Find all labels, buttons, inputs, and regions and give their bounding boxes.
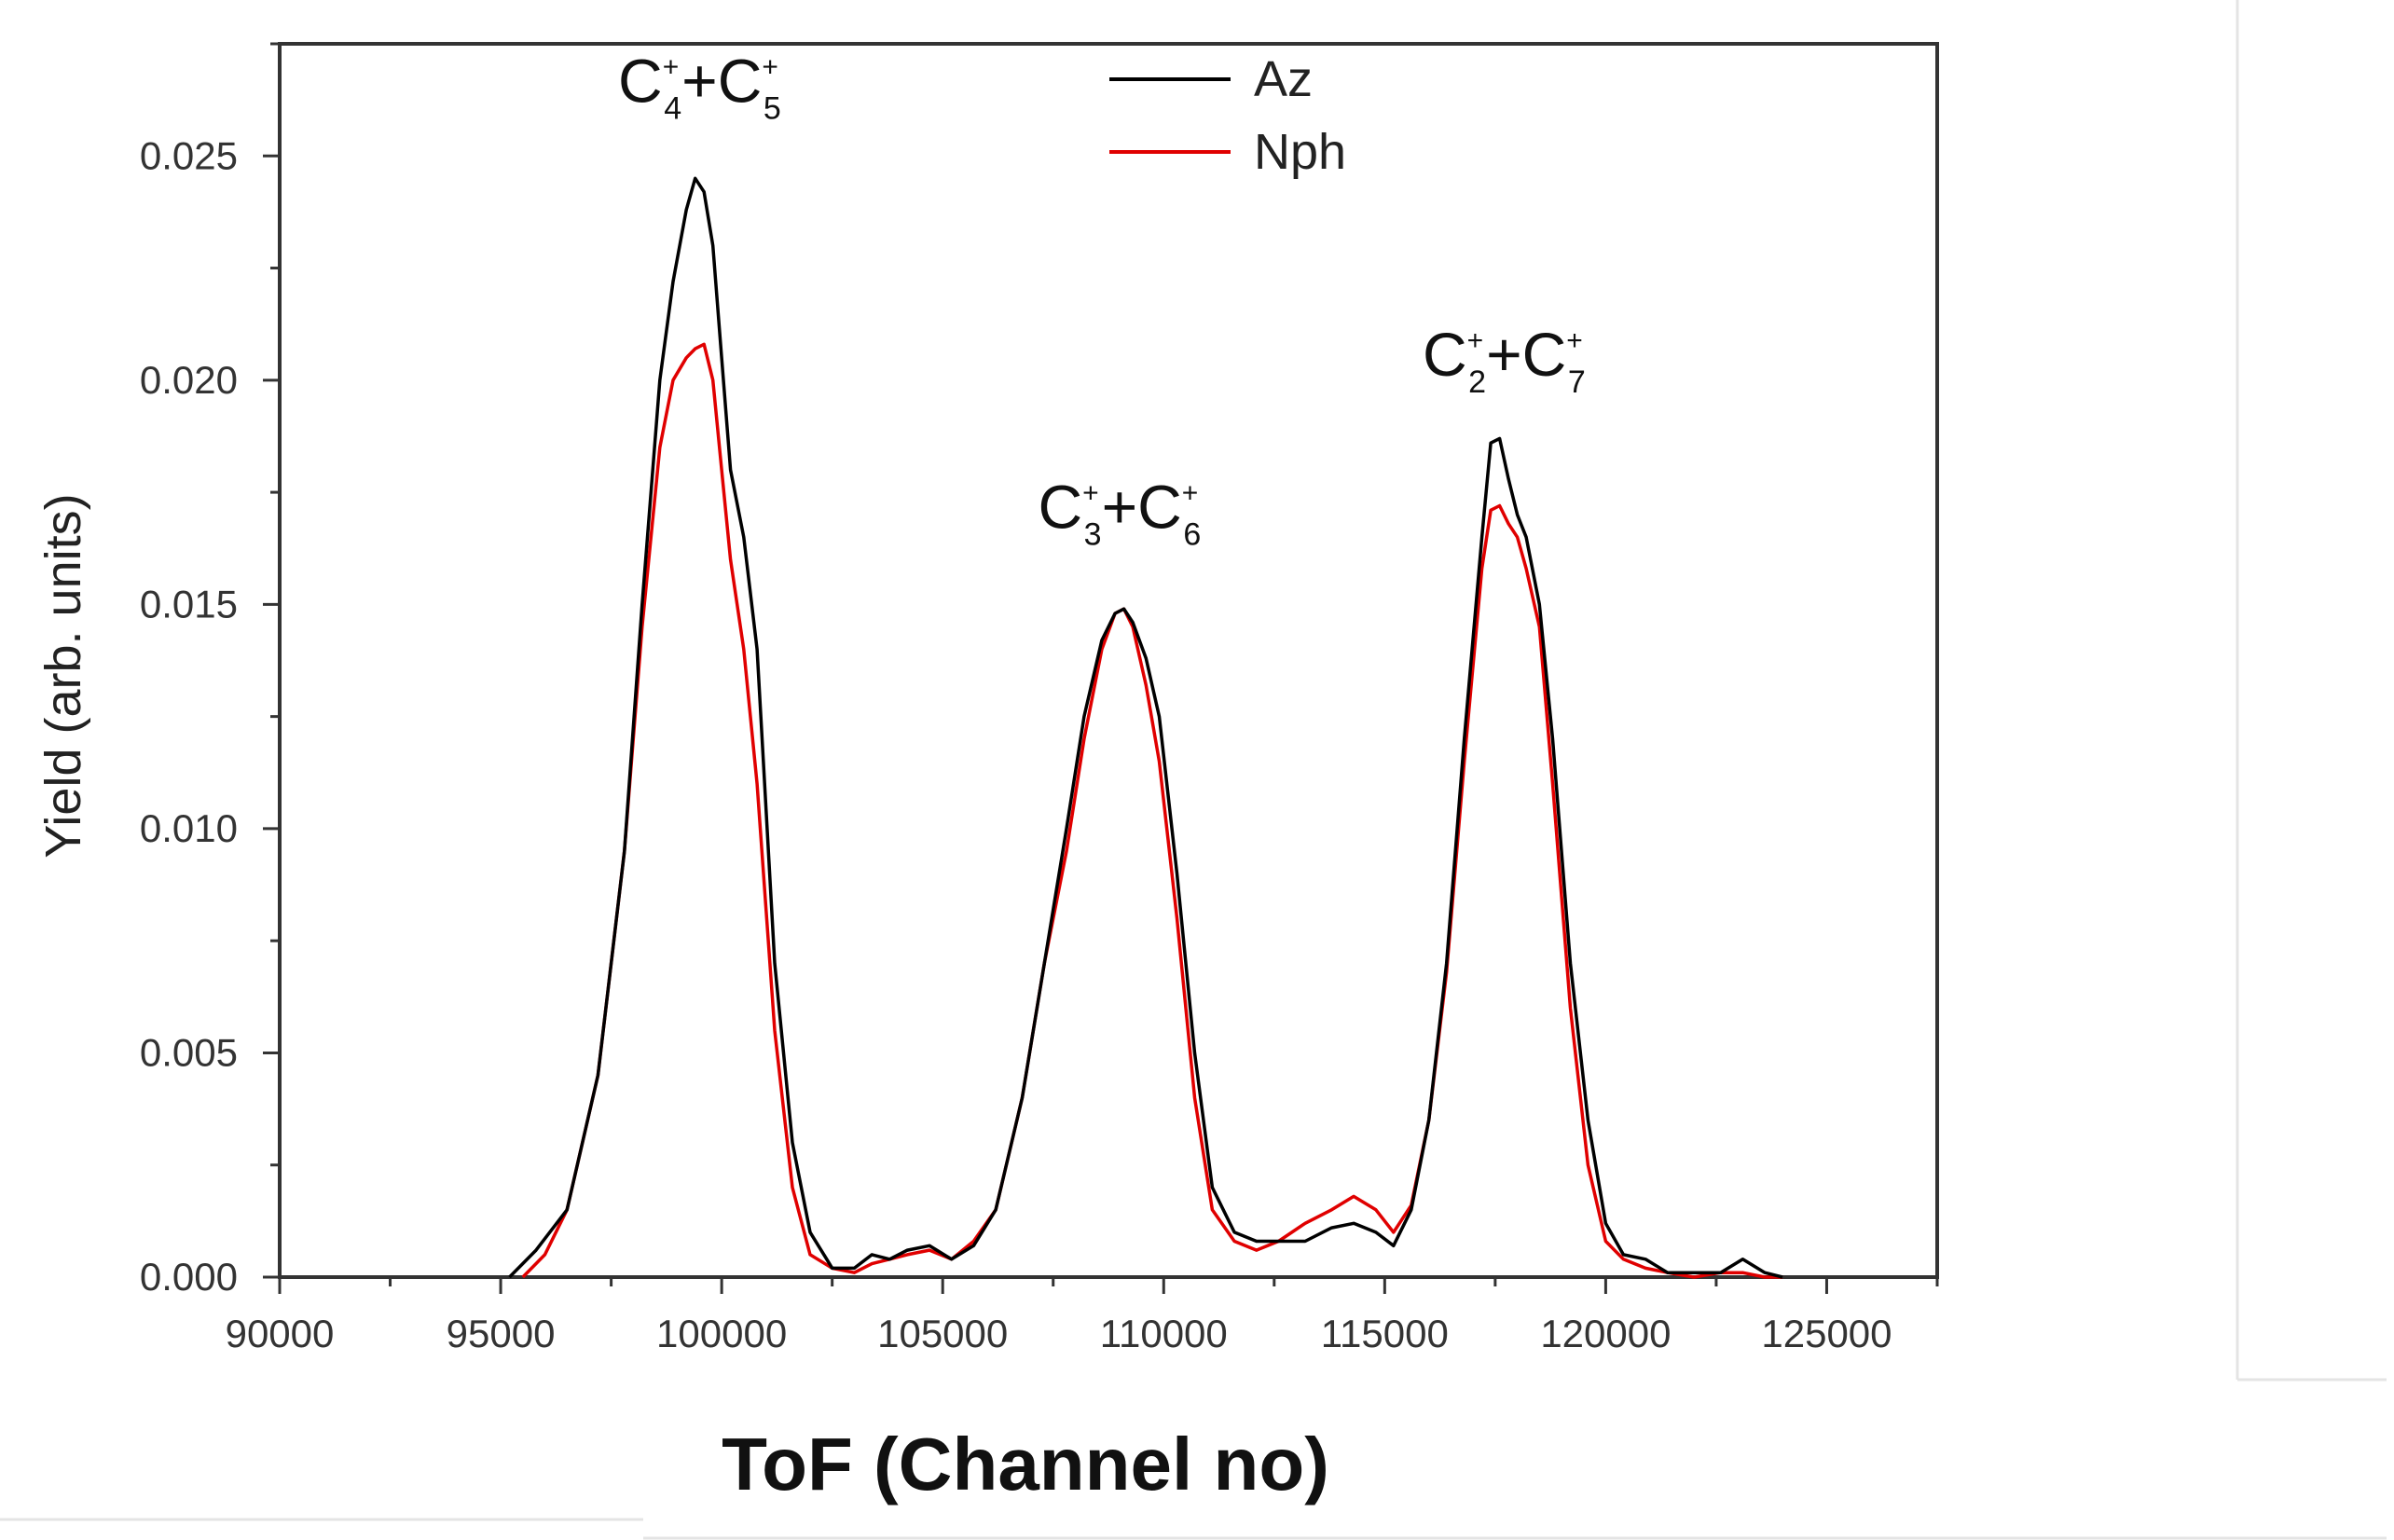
peak-label-sub2: 6	[1183, 517, 1201, 553]
peak-label-base2: C	[1522, 320, 1567, 389]
plot-frame	[278, 42, 1939, 1279]
peak-label-sub1: 4	[664, 91, 681, 127]
peak-label: C+ 2+C+ 7	[1423, 320, 1586, 400]
peak-label-plus: +	[1486, 320, 1522, 389]
peak-label-text: C+ 2+C+ 7	[1423, 320, 1586, 400]
peak-label-sup2: +	[1182, 478, 1199, 509]
y-tick-label: 0.010	[140, 806, 238, 850]
peak-label-text: C+ 3+C+ 6	[1038, 473, 1201, 553]
legend-label-nph: Nph	[1254, 124, 1346, 180]
peak-label-sub2: 7	[1568, 364, 1586, 400]
peak-label-base2: C	[1137, 473, 1182, 542]
series-line-az	[508, 176, 1783, 1279]
peak-label-base1: C	[618, 47, 663, 116]
peak-label-sub1: 3	[1084, 517, 1102, 553]
peak-label-plus: +	[1102, 473, 1138, 542]
x-tick-label: 95000	[447, 1312, 556, 1355]
peak-annotations: C+ 4+C+ 5C+ 3+C+ 6C+ 2+C+ 7	[618, 47, 1586, 553]
peak-label-base1: C	[1038, 473, 1082, 542]
y-axis-title: Yield (arb. units)	[35, 493, 91, 858]
x-tick-label: 100000	[656, 1312, 787, 1355]
peak-label-sup2: +	[762, 52, 778, 83]
y-axis: 0.000 0.005 0.010 0.015 0.020 0.025	[140, 42, 280, 1299]
peak-label: C+ 3+C+ 6	[1038, 473, 1201, 553]
x-tick-label: 90000	[226, 1312, 335, 1355]
peak-label-sup2: +	[1566, 325, 1583, 356]
peak-label-sup1: +	[663, 52, 680, 83]
peak-label-sub2: 5	[764, 91, 781, 127]
peak-label-sup1: +	[1467, 325, 1484, 356]
x-tick-label: 120000	[1540, 1312, 1671, 1355]
peak-label-base1: C	[1423, 320, 1467, 389]
peak-label-base2: C	[718, 47, 763, 116]
x-tick-label: 110000	[1100, 1312, 1228, 1355]
y-tick-label: 0.000	[140, 1255, 238, 1299]
series-line-nph	[521, 342, 1783, 1279]
x-tick-label: 105000	[877, 1312, 1008, 1355]
legend: Az Nph	[1109, 51, 1346, 180]
x-axis: 90000 95000 100000 105000 110000 115000 120000…	[226, 1277, 1939, 1355]
series-layer	[508, 176, 1783, 1279]
peak-label-text: C+ 4+C+ 5	[618, 47, 781, 127]
y-tick-label: 0.025	[140, 133, 238, 177]
y-tick-label: 0.005	[140, 1030, 238, 1074]
x-tick-label: 115000	[1321, 1312, 1449, 1355]
x-axis-title: ToF (Channel no)	[722, 1423, 1329, 1506]
x-tick-label: 125000	[1761, 1312, 1892, 1355]
peak-label-sup1: +	[1082, 478, 1099, 509]
peak-label-plus: +	[681, 47, 718, 116]
peak-label: C+ 4+C+ 5	[618, 47, 781, 127]
y-tick-label: 0.015	[140, 582, 238, 626]
y-tick-label: 0.020	[140, 358, 238, 402]
peak-label-sub1: 2	[1468, 364, 1486, 400]
legend-label-az: Az	[1254, 51, 1313, 107]
